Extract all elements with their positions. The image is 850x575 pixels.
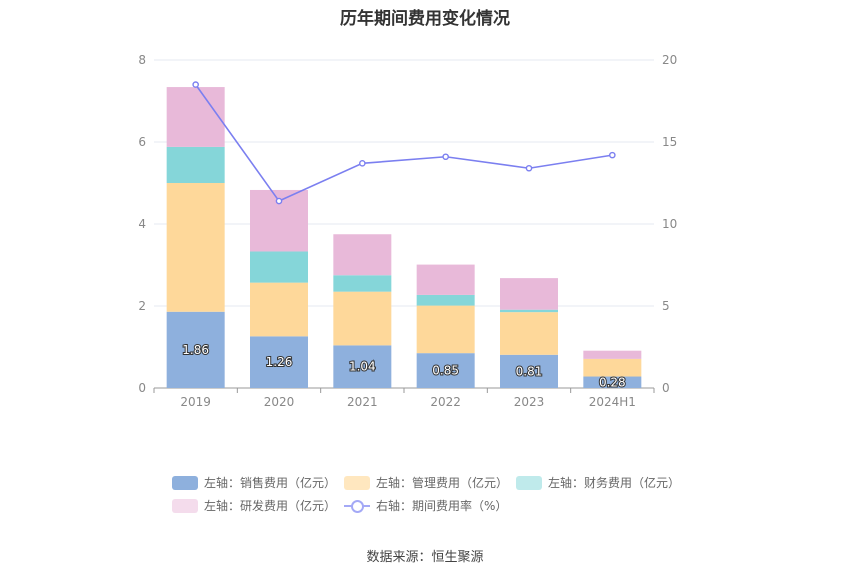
legend-label-sales: 左轴：销售费用（亿元） [204, 476, 337, 490]
y-left-tick-label: 8 [138, 53, 146, 67]
rate-line-layer [192, 81, 616, 205]
legend-item-sales[interactable]: 左轴：销售费用（亿元） [172, 474, 336, 491]
legend-item-finance[interactable]: 左轴：财务费用（亿元） [516, 474, 680, 491]
bar-value-label: 0.85 [432, 364, 459, 378]
legend-swatch-rd [172, 498, 198, 513]
bar-value-label: 1.86 [182, 343, 209, 357]
bar-rd [416, 264, 475, 295]
y-left-tick-label: 4 [138, 217, 146, 231]
x-tick-label: 2019 [180, 395, 211, 409]
bar-value-label: 0.28 [599, 376, 626, 390]
grid-lines [154, 59, 654, 389]
axis-labels: 0 2 4 6 8 0 5 10 15 20 2019 2020 2021 2022 2023 2024H1 [138, 53, 677, 409]
bar-finance [500, 309, 558, 313]
rate-point [442, 153, 449, 161]
y-left-tick-label: 2 [138, 299, 146, 313]
bar-sales [583, 376, 642, 388]
bar-admin [583, 358, 642, 377]
rate-line [195, 84, 613, 203]
bar-rd [166, 87, 225, 147]
bar-sales [166, 311, 225, 388]
bar-admin [500, 312, 558, 355]
rate-point [359, 160, 366, 167]
x-tick-label: 2024H1 [589, 395, 636, 409]
x-tick-label: 2020 [264, 395, 295, 409]
bar-rd [583, 350, 642, 359]
legend-swatch-sales [172, 475, 198, 490]
bar-rd [500, 278, 558, 310]
rate-point [609, 151, 616, 159]
bar-admin [416, 305, 475, 354]
legend-line-rate-icon [344, 499, 370, 513]
bar-value-label: 1.04 [349, 360, 376, 374]
bar-sales [333, 345, 392, 388]
bar-admin [166, 183, 225, 312]
bar-value-label: 0.81 [516, 364, 543, 378]
y-left-tick-label: 6 [138, 135, 146, 149]
bar-layer: 1.86 1.26 1.04 0.85 0.81 0.28 [166, 87, 642, 391]
x-tick-label: 2021 [347, 395, 378, 409]
bar-rd [333, 234, 392, 276]
y-right-tick-label: 0 [662, 381, 670, 395]
rate-point [275, 197, 283, 205]
bar-sales [416, 353, 475, 388]
bar-finance [166, 146, 225, 183]
legend-label-admin: 左轴：管理费用（亿元） [376, 476, 509, 490]
rate-point [192, 81, 199, 88]
bar-sales [250, 336, 308, 388]
chart-title: 历年期间费用变化情况 [340, 9, 510, 29]
rate-point [525, 164, 533, 172]
bar-admin [250, 282, 308, 337]
legend-label-finance: 左轴：财务费用（亿元） [548, 476, 681, 490]
y-right-tick-label: 20 [662, 53, 677, 67]
y-right-tick-label: 10 [662, 217, 677, 231]
legend-label-rate: 右轴：期间费用率（%） [376, 499, 508, 513]
legend-item-rate[interactable]: 右轴：期间费用率（%） [344, 497, 507, 514]
x-tick-label: 2023 [514, 395, 545, 409]
bar-sales [500, 354, 558, 388]
legend-item-rd[interactable]: 左轴：研发费用（亿元） [172, 497, 336, 514]
bar-finance [333, 275, 392, 292]
y-right-tick-label: 15 [662, 135, 677, 149]
data-source-note: 数据来源：恒生聚源 [366, 550, 484, 565]
bar-finance [250, 251, 308, 283]
y-right-tick-label: 5 [662, 299, 670, 313]
bar-value-label: 1.26 [266, 355, 293, 369]
legend-swatch-admin [344, 475, 370, 490]
bar-finance [416, 294, 475, 306]
y-left-tick-label: 0 [138, 381, 146, 395]
legend-swatch-finance [516, 475, 542, 490]
bar-admin [333, 291, 392, 346]
legend-label-rd: 左轴：研发费用（亿元） [204, 499, 337, 513]
legend-item-admin[interactable]: 左轴：管理费用（亿元） [344, 474, 508, 491]
x-tick-label: 2022 [430, 395, 461, 409]
